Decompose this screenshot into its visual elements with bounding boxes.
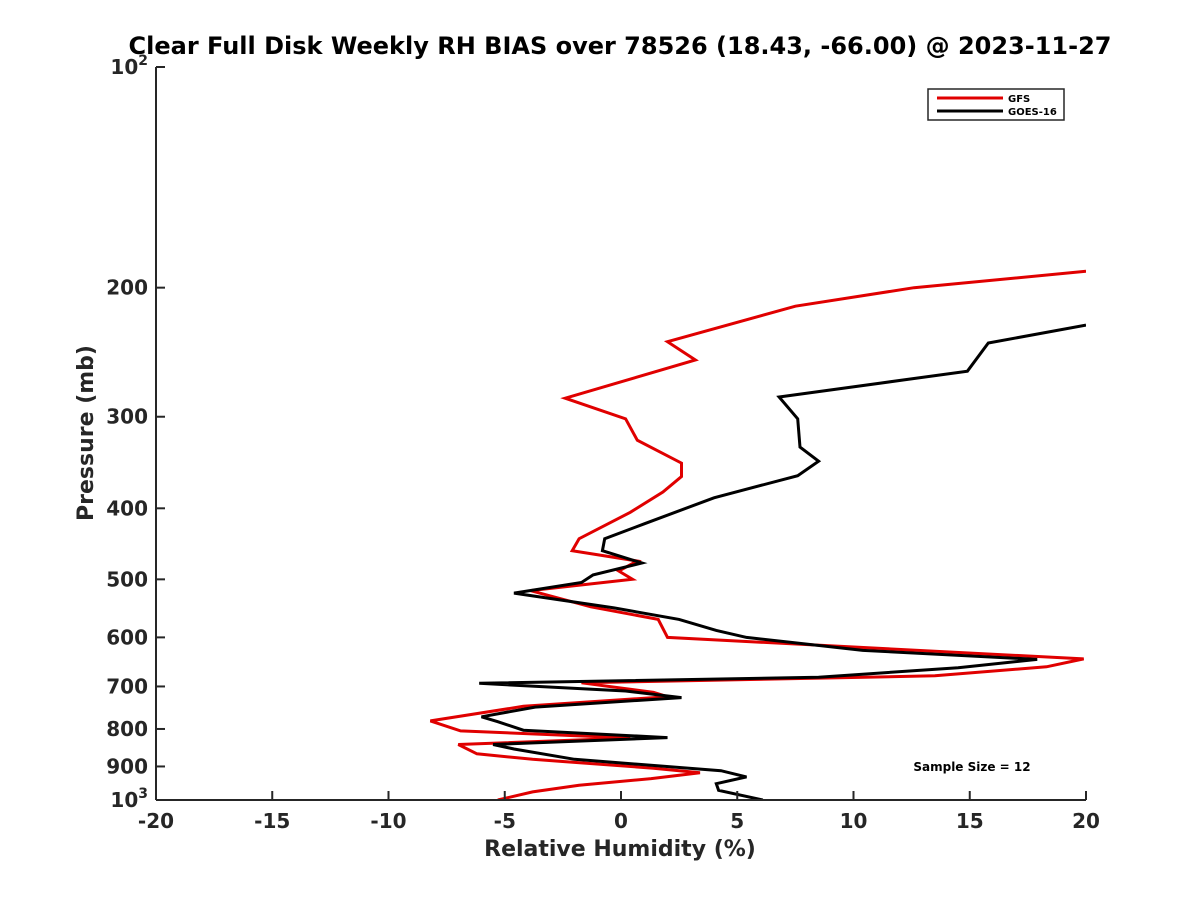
chart-title: Clear Full Disk Weekly RH BIAS over 7852… <box>129 32 1112 60</box>
series-line-gfs <box>429 269 1086 800</box>
x-tick-label: 20 <box>1072 809 1100 833</box>
y-tick-label: 700 <box>106 674 148 698</box>
sample-size-annotation: Sample Size = 12 <box>913 760 1030 774</box>
y-axis-ticks: 102 200 300 400 500 600 700 800 900 103 <box>106 53 165 812</box>
y-tick-label: 400 <box>106 496 148 520</box>
x-tick-label: 10 <box>840 809 868 833</box>
y-tick-label: 900 <box>106 754 148 778</box>
x-tick-label: -10 <box>370 809 406 833</box>
y-tick-label: 200 <box>106 276 148 300</box>
y-tick-label: 102 <box>110 53 148 79</box>
legend-box <box>927 88 1065 121</box>
x-axis-ticks: -20 -15 -10 -5 0 5 10 15 20 <box>138 791 1100 833</box>
x-tick-label: 5 <box>730 809 744 833</box>
y-tick-label: 500 <box>106 567 148 591</box>
legend: GFS GOES-16 <box>927 88 1065 121</box>
x-tick-label: 15 <box>956 809 984 833</box>
legend-label: GOES-16 <box>1008 107 1057 118</box>
legend-label: GFS <box>1008 94 1030 105</box>
y-tick-label: 300 <box>106 405 148 429</box>
x-tick-label: -5 <box>494 809 516 833</box>
series-line-goes-16 <box>479 323 1086 800</box>
y-tick-label: 800 <box>106 717 148 741</box>
plot-lines <box>429 269 1086 800</box>
y-tick-label: 103 <box>110 786 148 812</box>
x-tick-label: -15 <box>254 809 290 833</box>
y-axis-label: Pressure (mb) <box>74 345 99 521</box>
x-axis-label: Relative Humidity (%) <box>484 837 756 862</box>
x-tick-label: -20 <box>138 809 174 833</box>
y-tick-label: 600 <box>106 625 148 649</box>
x-tick-label: 0 <box>614 809 628 833</box>
